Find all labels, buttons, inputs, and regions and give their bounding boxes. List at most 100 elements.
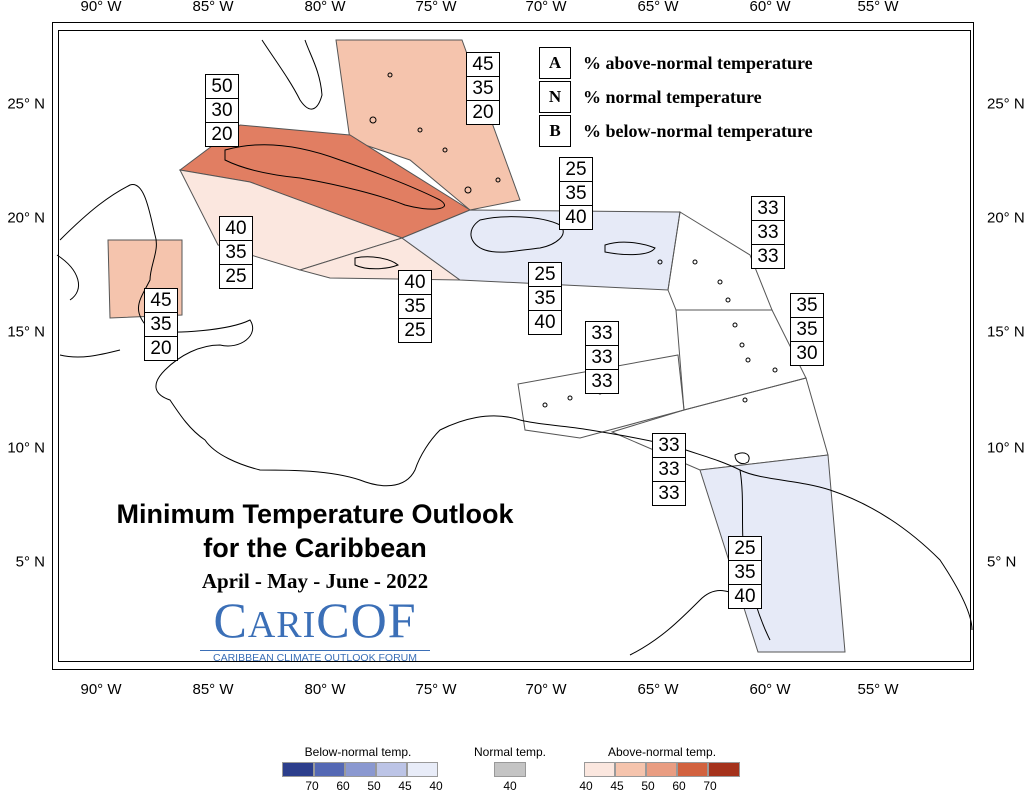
logo-wordmark: CARICOF bbox=[213, 592, 417, 648]
lat-tick-left: 20° N bbox=[7, 209, 45, 227]
season-label: April - May - June - 2022 bbox=[201, 569, 429, 593]
lat-tick-left: 25° N bbox=[7, 95, 45, 113]
lon-tick-top: 80° W bbox=[304, 0, 346, 15]
prob-box-cuba: 50 30 20 bbox=[205, 74, 239, 147]
map-title: Minimum Temperature Outlook bbox=[116, 499, 514, 529]
colorbar-label: 70 bbox=[305, 779, 319, 793]
prob-above: 25 bbox=[729, 537, 761, 561]
prob-below: 20 bbox=[211, 124, 233, 145]
logo-subtitle: CARIBBEAN CLIMATE OUTLOOK FORUM bbox=[200, 650, 430, 664]
region-abc bbox=[517, 354, 685, 439]
colorbar-normal bbox=[494, 762, 526, 777]
map-subtitle: for the Caribbean bbox=[203, 533, 427, 563]
colorbar-swatch bbox=[584, 762, 615, 777]
colorbar-label: 40 bbox=[503, 779, 517, 793]
colorbar-label: 50 bbox=[641, 779, 655, 793]
prob-below: 33 bbox=[757, 246, 779, 267]
lon-tick-top: 55° W bbox=[857, 0, 899, 15]
probability-key: A % above-normal temperature N % normal … bbox=[539, 46, 813, 148]
lon-tick-top: 60° W bbox=[749, 0, 791, 15]
prob-above: 33 bbox=[653, 434, 685, 458]
colorbar-swatch bbox=[677, 762, 708, 777]
prob-normal: 35 bbox=[220, 241, 252, 265]
colorbar-label: 50 bbox=[367, 779, 381, 793]
key-text: % above-normal temperature bbox=[583, 52, 813, 73]
colorbar-normal-title: Normal temp. bbox=[473, 745, 547, 759]
prob-below: 40 bbox=[534, 312, 556, 333]
region-guianas bbox=[699, 454, 846, 653]
colorbar-swatch bbox=[345, 762, 376, 777]
lat-tick-right: 10° N bbox=[987, 439, 1025, 457]
lon-tick-top: 85° W bbox=[192, 0, 234, 15]
prob-box-hispaniola-south: 25 35 40 bbox=[528, 262, 562, 335]
prob-box-hispaniola: 25 35 40 bbox=[559, 157, 593, 230]
prob-box-bahamas: 45 35 20 bbox=[466, 52, 500, 125]
prob-box-guianas: 25 35 40 bbox=[728, 536, 762, 609]
prob-box-jamaica: 40 35 25 bbox=[398, 270, 432, 343]
prob-normal: 35 bbox=[729, 561, 761, 585]
prob-above: 25 bbox=[560, 158, 592, 182]
caricof-logo: CARICOF CARIBBEAN CLIMATE OUTLOOK FORUM bbox=[200, 592, 430, 664]
prob-normal: 35 bbox=[560, 182, 592, 206]
prob-box-leeward: 33 33 33 bbox=[751, 196, 785, 269]
lat-tick-right: 15° N bbox=[987, 323, 1025, 341]
colorbar-label: 60 bbox=[336, 779, 350, 793]
prob-below: 33 bbox=[591, 371, 613, 392]
colorbar-above-title: Above-normal temp. bbox=[607, 745, 717, 759]
lon-tick-top: 70° W bbox=[525, 0, 567, 15]
lon-tick-bottom: 85° W bbox=[192, 681, 234, 698]
lat-tick-right: 5° N bbox=[987, 553, 1017, 571]
colorbar-swatch bbox=[407, 762, 438, 777]
prob-normal: 35 bbox=[791, 318, 823, 342]
key-row-above: A % above-normal temperature bbox=[539, 46, 813, 80]
colorbar-swatch bbox=[376, 762, 407, 777]
prob-normal: 33 bbox=[752, 221, 784, 245]
prob-below: 20 bbox=[472, 102, 494, 123]
colorbar-label: 45 bbox=[610, 779, 624, 793]
lat-tick-left: 15° N bbox=[7, 323, 45, 341]
prob-normal: 35 bbox=[529, 287, 561, 311]
colorbar-below bbox=[282, 762, 438, 777]
prob-above: 33 bbox=[752, 197, 784, 221]
key-row-normal: N % normal temperature bbox=[539, 80, 813, 114]
prob-below: 33 bbox=[658, 483, 680, 504]
prob-box-trinidad: 33 33 33 bbox=[652, 433, 686, 506]
key-text: % below-normal temperature bbox=[583, 120, 813, 141]
colorbar-label: 70 bbox=[703, 779, 717, 793]
prob-normal: 33 bbox=[653, 458, 685, 482]
lon-tick-top: 90° W bbox=[80, 0, 122, 15]
prob-box-windward: 35 35 30 bbox=[790, 293, 824, 366]
prob-normal: 35 bbox=[145, 313, 177, 337]
colorbar-above bbox=[584, 762, 740, 777]
key-letter: B bbox=[539, 115, 571, 147]
colorbar-label: 40 bbox=[429, 779, 443, 793]
colorbar-label: 40 bbox=[579, 779, 593, 793]
colorbar-swatch bbox=[646, 762, 677, 777]
prob-above: 45 bbox=[145, 289, 177, 313]
prob-normal: 30 bbox=[206, 99, 238, 123]
colorbar-swatch bbox=[282, 762, 314, 777]
prob-above: 35 bbox=[791, 294, 823, 318]
lon-tick-bottom: 75° W bbox=[415, 681, 457, 698]
colorbar-label: 60 bbox=[672, 779, 686, 793]
region-trinidad bbox=[610, 377, 829, 471]
lat-tick-left: 5° N bbox=[15, 553, 45, 571]
prob-above: 33 bbox=[586, 322, 618, 346]
lon-tick-top: 75° W bbox=[415, 0, 457, 15]
colorbar-below-title: Below-normal temp. bbox=[304, 745, 412, 759]
colorbar-swatch bbox=[494, 762, 526, 777]
colorbar-swatch bbox=[314, 762, 345, 777]
prob-below: 25 bbox=[404, 320, 426, 341]
lon-tick-bottom: 80° W bbox=[304, 681, 346, 698]
prob-below: 20 bbox=[150, 338, 172, 359]
lon-tick-bottom: 90° W bbox=[80, 681, 122, 698]
prob-box-abc: 33 33 33 bbox=[585, 321, 619, 394]
lon-tick-bottom: 55° W bbox=[857, 681, 899, 698]
prob-above: 50 bbox=[206, 75, 238, 99]
map-inner-frame bbox=[58, 30, 971, 662]
coastlines bbox=[56, 39, 973, 656]
prob-below: 40 bbox=[734, 586, 756, 607]
colorbar-label: 45 bbox=[398, 779, 412, 793]
lon-tick-bottom: 70° W bbox=[525, 681, 567, 698]
lon-tick-bottom: 60° W bbox=[749, 681, 791, 698]
